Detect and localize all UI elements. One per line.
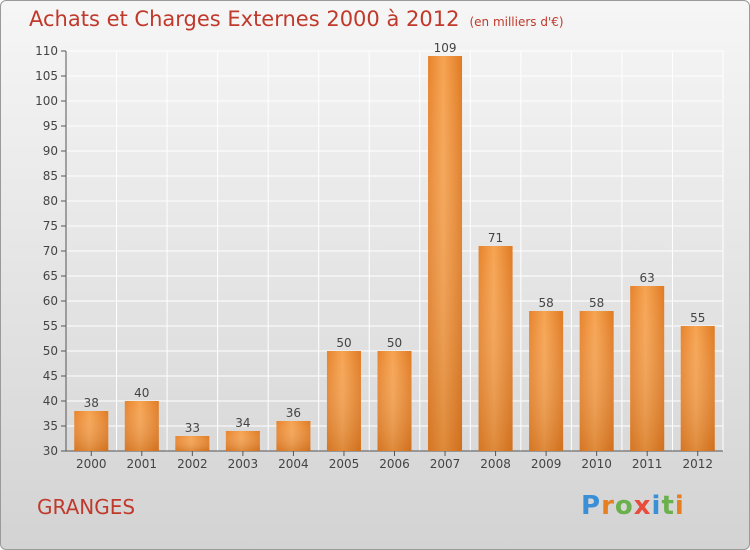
chart-unit: (en milliers d'€) bbox=[469, 15, 564, 29]
y-tick-label: 110 bbox=[35, 44, 58, 58]
bar-shade bbox=[478, 246, 513, 451]
data-label: 71 bbox=[488, 231, 503, 245]
data-label: 109 bbox=[434, 41, 457, 55]
data-label: 55 bbox=[690, 311, 705, 325]
chart-title: Achats et Charges Externes 2000 à 2012 (e… bbox=[29, 7, 564, 31]
x-tick-label: 2001 bbox=[127, 457, 158, 471]
x-tick-label: 2004 bbox=[278, 457, 309, 471]
x-tick-label: 2006 bbox=[379, 457, 410, 471]
y-tick-label: 35 bbox=[43, 419, 58, 433]
y-tick-label: 60 bbox=[43, 294, 58, 308]
y-tick-label: 55 bbox=[43, 319, 58, 333]
y-tick-label: 40 bbox=[43, 394, 58, 408]
bar-shade bbox=[74, 411, 109, 451]
data-label: 38 bbox=[84, 396, 99, 410]
bar-shade bbox=[630, 286, 665, 451]
y-tick-label: 30 bbox=[43, 444, 58, 458]
logo-letter: i bbox=[674, 491, 685, 521]
data-label: 50 bbox=[387, 336, 402, 350]
data-label: 33 bbox=[185, 421, 200, 435]
bar-shade bbox=[124, 401, 159, 451]
y-tick-label: 90 bbox=[43, 144, 58, 158]
bar-shade bbox=[680, 326, 715, 451]
x-tick-label: 2010 bbox=[581, 457, 612, 471]
x-tick-label: 2011 bbox=[632, 457, 663, 471]
data-label: 58 bbox=[538, 296, 553, 310]
x-tick-label: 2012 bbox=[682, 457, 713, 471]
y-tick-label: 105 bbox=[35, 69, 58, 83]
y-tick-label: 95 bbox=[43, 119, 58, 133]
bar-shade bbox=[529, 311, 564, 451]
data-label: 50 bbox=[336, 336, 351, 350]
bar-shade bbox=[428, 56, 463, 451]
bar-shade bbox=[276, 421, 311, 451]
data-label: 63 bbox=[640, 271, 655, 285]
commune-name: GRANGES bbox=[37, 495, 136, 519]
data-label: 58 bbox=[589, 296, 604, 310]
bar-shade bbox=[326, 351, 361, 451]
x-tick-label: 2008 bbox=[480, 457, 511, 471]
bar-shade bbox=[377, 351, 412, 451]
data-label: 40 bbox=[134, 386, 149, 400]
y-tick-label: 45 bbox=[43, 369, 58, 383]
proxiti-logo: Proxiti bbox=[581, 491, 685, 521]
logo-letter: P bbox=[581, 491, 602, 521]
x-tick-label: 2005 bbox=[329, 457, 360, 471]
x-tick-label: 2009 bbox=[531, 457, 562, 471]
logo-letter: x bbox=[633, 491, 652, 521]
logo-letter: r bbox=[601, 491, 615, 521]
y-tick-label: 70 bbox=[43, 244, 58, 258]
bar-shade bbox=[579, 311, 614, 451]
bars bbox=[74, 56, 715, 451]
y-tick-label: 65 bbox=[43, 269, 58, 283]
y-tick-label: 50 bbox=[43, 344, 58, 358]
logo-letter: o bbox=[614, 491, 634, 521]
y-tick-label: 75 bbox=[43, 219, 58, 233]
y-tick-label: 85 bbox=[43, 169, 58, 183]
logo-letter: i bbox=[651, 491, 662, 521]
chart-title-text: Achats et Charges Externes 2000 à 2012 bbox=[29, 7, 460, 31]
bar-shade bbox=[175, 436, 210, 451]
data-label: 34 bbox=[235, 416, 250, 430]
y-tick-label: 80 bbox=[43, 194, 58, 208]
logo-letter: t bbox=[661, 491, 675, 521]
x-tick-label: 2007 bbox=[430, 457, 461, 471]
labels: 30 35 40 45 50 55 60 65 70 75 80 85 90 95 100 105 110 38 2… bbox=[35, 41, 713, 471]
x-tick-label: 2002 bbox=[177, 457, 208, 471]
y-tick-label: 100 bbox=[35, 94, 58, 108]
bar-shade bbox=[225, 431, 260, 451]
x-tick-label: 2003 bbox=[228, 457, 259, 471]
x-tick-label: 2000 bbox=[76, 457, 107, 471]
data-label: 36 bbox=[286, 406, 301, 420]
